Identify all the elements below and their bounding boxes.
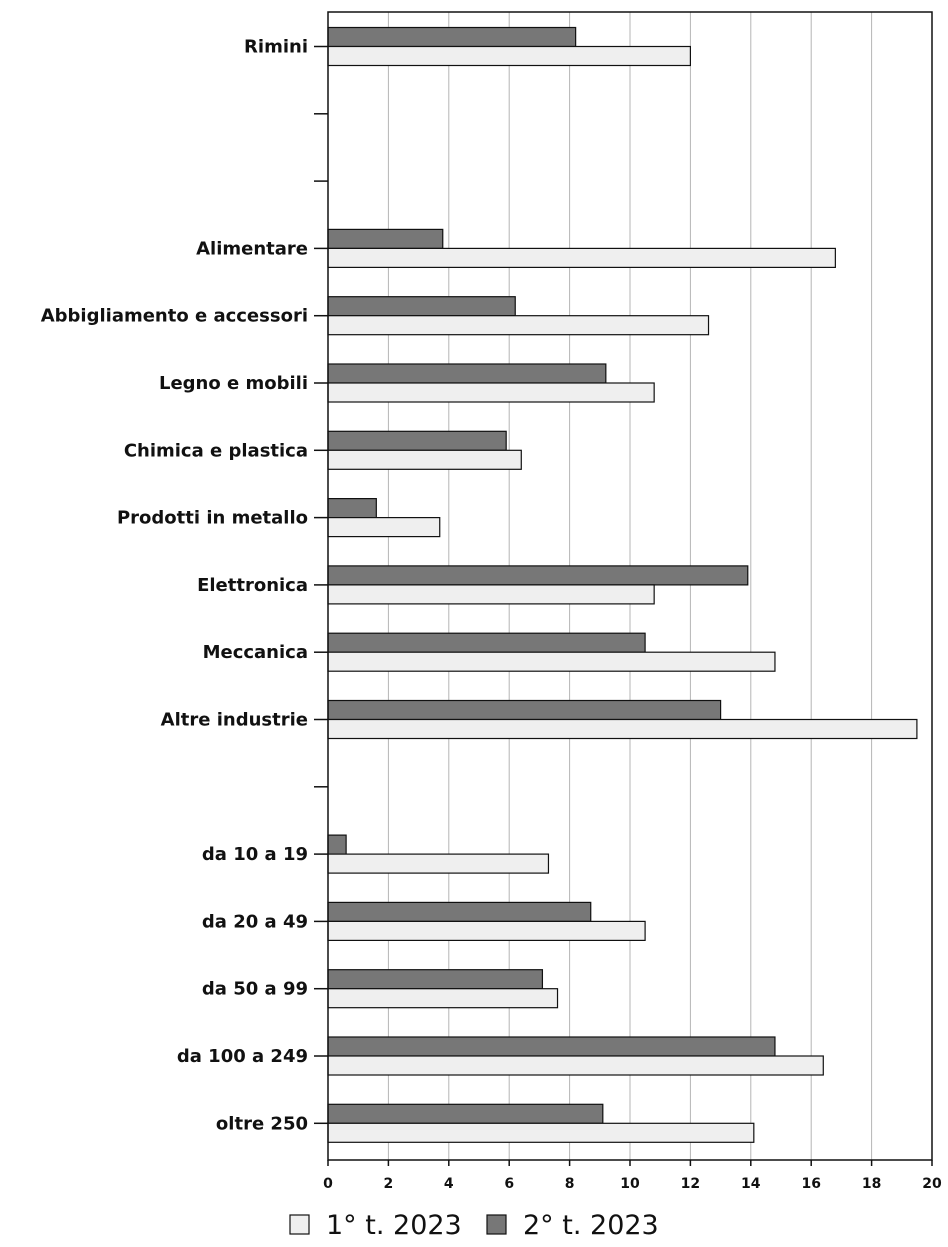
legend-swatch-q1 xyxy=(289,1214,310,1235)
category-label: Prodotti in metallo xyxy=(117,508,308,529)
x-tick-label: 0 xyxy=(323,1176,333,1192)
bar-q1-2023 xyxy=(327,718,918,740)
bar-q2-2023 xyxy=(327,363,607,384)
bar-q1-2023 xyxy=(327,449,522,470)
legend-swatch-q2 xyxy=(486,1214,507,1235)
bar-q2-2023 xyxy=(327,26,577,48)
category-label: Alimentare xyxy=(196,238,308,259)
bar-q2-2023 xyxy=(327,228,444,249)
bar-q2-2023 xyxy=(327,565,749,586)
bar-q2-2023 xyxy=(327,901,592,923)
bar-q2-2023 xyxy=(327,699,722,721)
category-label: Chimica e plastica xyxy=(124,440,308,461)
x-tick-label: 8 xyxy=(565,1176,575,1192)
x-tick-label: 16 xyxy=(801,1176,820,1192)
bar-q1-2023 xyxy=(327,382,655,403)
category-label: Meccanica xyxy=(203,642,308,663)
category-label: da 50 a 99 xyxy=(202,979,308,1000)
bar-q2-2023 xyxy=(327,632,646,653)
legend-label-q2: 2° t. 2023 xyxy=(523,1210,659,1241)
bar-q1-2023 xyxy=(327,1055,824,1076)
bar-q1-2023 xyxy=(327,988,559,1009)
category-label: da 100 a 249 xyxy=(177,1046,308,1067)
x-tick-label: 20 xyxy=(922,1176,942,1192)
bar-q1-2023 xyxy=(327,651,776,672)
plot-frame xyxy=(327,11,933,1161)
x-tick-label: 10 xyxy=(620,1176,640,1192)
category-labels: Rimini Alimentare Abbigliamento e accessor… xyxy=(41,37,308,1135)
legend: 1° t. 2023 2° t. 2023 xyxy=(289,1210,659,1241)
bar-q2-2023 xyxy=(327,1103,604,1124)
bar-q1-2023 xyxy=(327,584,655,605)
x-tick-labels: 0 2 4 6 8 10 12 14 16 18 20 xyxy=(323,1176,942,1192)
bar-q2-2023 xyxy=(327,296,516,317)
axes xyxy=(314,11,933,1166)
category-label: da 10 a 19 xyxy=(202,844,308,865)
bar-q1-2023 xyxy=(327,45,691,67)
x-tick-label: 6 xyxy=(504,1176,514,1192)
bars xyxy=(327,26,918,1143)
category-label: da 20 a 49 xyxy=(202,911,308,932)
x-tick-label: 12 xyxy=(681,1176,700,1192)
category-label: Rimini xyxy=(244,37,308,58)
bar-q2-2023 xyxy=(327,834,347,855)
bar-q1-2023 xyxy=(327,1122,755,1143)
bar-q1-2023 xyxy=(327,247,836,268)
category-label: Abbigliamento e accessori xyxy=(41,306,308,327)
bar-q1-2023 xyxy=(327,315,710,336)
category-label: Legno e mobili xyxy=(159,373,308,394)
x-tick-label: 18 xyxy=(862,1176,881,1192)
bar-q2-2023 xyxy=(327,498,377,519)
bar-q2-2023 xyxy=(327,430,507,451)
bar-q1-2023 xyxy=(327,853,550,874)
bar-q1-2023 xyxy=(327,920,646,942)
bar-q2-2023 xyxy=(327,969,544,990)
category-label: oltre 250 xyxy=(216,1113,308,1134)
category-label: Altre industrie xyxy=(161,710,308,731)
bar-q1-2023 xyxy=(327,516,441,538)
x-tick-label: 2 xyxy=(384,1176,394,1192)
x-tick-label: 4 xyxy=(444,1176,454,1192)
legend-label-q1: 1° t. 2023 xyxy=(326,1210,462,1241)
category-label: Elettronica xyxy=(197,575,308,596)
bar-q2-2023 xyxy=(327,1036,776,1057)
x-tick-label: 14 xyxy=(741,1176,761,1192)
